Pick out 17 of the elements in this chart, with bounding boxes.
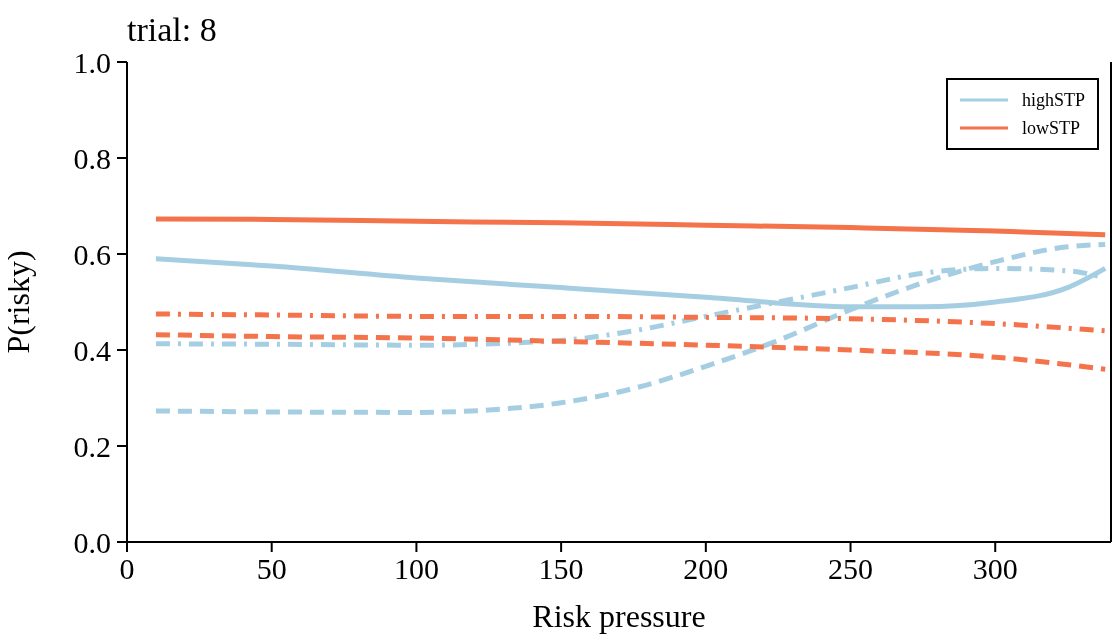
x-tick-label: 100 <box>393 552 439 586</box>
x-axis-title: Risk pressure <box>532 598 706 634</box>
x-tick-label: 300 <box>972 552 1018 586</box>
legend-label: lowSTP <box>1021 117 1080 139</box>
x-tick-label: 250 <box>828 552 874 586</box>
x-tick-label: 50 <box>256 552 287 586</box>
legend-label: highSTP <box>1021 89 1085 111</box>
y-tick-label: 1.0 <box>73 45 111 79</box>
y-tick-label: 0.2 <box>73 429 111 463</box>
x-tick-label: 0 <box>119 552 135 586</box>
chart-title: trial: 8 <box>127 10 218 50</box>
y-tick-label: 0.0 <box>73 525 111 559</box>
y-tick-label: 0.8 <box>73 141 111 175</box>
x-tick-label: 200 <box>683 552 729 586</box>
y-tick-label: 0.6 <box>73 237 111 271</box>
y-tick-label: 0.4 <box>73 333 111 367</box>
x-tick-label: 150 <box>538 552 584 586</box>
